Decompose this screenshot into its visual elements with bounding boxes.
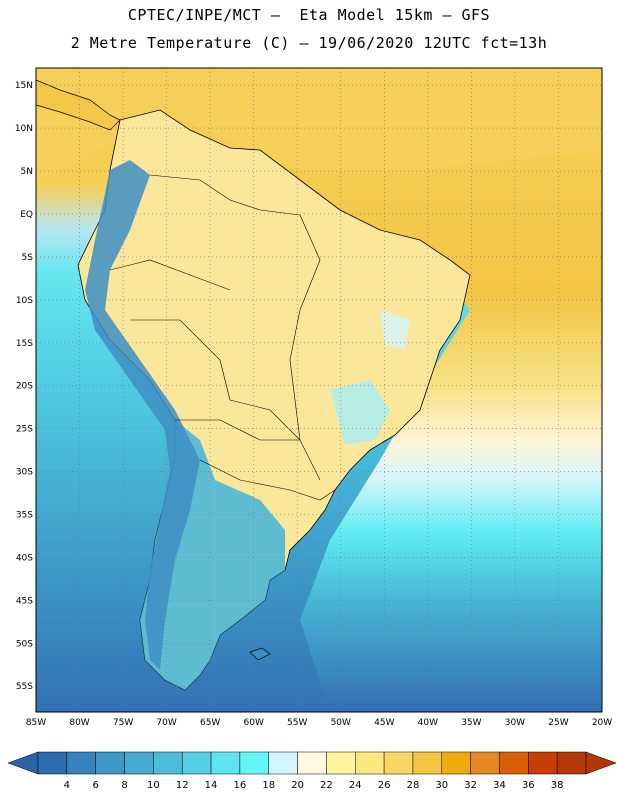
colorbar-swatch — [297, 751, 327, 775]
lon-label: 50W — [331, 718, 351, 728]
lat-label: 15N — [15, 81, 33, 91]
lat-label: 55S — [16, 682, 33, 692]
latitude-labels: 15N 10N 5N EQ 5S 10S 15S 20S 25S 30S 35S 40S 45S 50S 5… — [15, 81, 33, 692]
map-title: CPTEC/INPE/MCT – Eta Model 15km – GFS — [127, 6, 491, 24]
lon-label: 80W — [69, 718, 89, 728]
colorbar-label: 30 — [435, 780, 448, 791]
lat-label: 10N — [15, 124, 33, 134]
colorbar-swatch — [355, 751, 385, 775]
map-panel: 15N 10N 5N EQ 5S 10S 15S 20S 25S 30S 35S 40S 45S 50S 5… — [0, 60, 618, 800]
colorbar-label: 18 — [262, 780, 275, 791]
colorbar-swatch — [383, 751, 414, 775]
lat-label: 35S — [16, 511, 33, 521]
colorbar-label: 32 — [464, 780, 477, 791]
lat-label: 50S — [16, 639, 33, 649]
lon-label: 25W — [548, 718, 568, 728]
colorbar-label: 4 — [64, 780, 70, 791]
colorbar-under-arrow — [7, 751, 39, 775]
colorbar-label: 12 — [176, 780, 189, 791]
temperature-map: 15N 10N 5N EQ 5S 10S 15S 20S 25S 30S 35S 40S 45S 50S 5… — [7, 67, 617, 791]
lon-label: 75W — [113, 718, 133, 728]
colorbar-label: 28 — [407, 780, 420, 791]
lon-label: 30W — [505, 718, 525, 728]
northeast-highland — [380, 310, 410, 350]
lon-label: 65W — [200, 718, 220, 728]
colorbar-label: 14 — [205, 780, 218, 791]
colorbar-label: 10 — [147, 780, 160, 791]
lon-label: 35W — [461, 718, 481, 728]
lon-label: 70W — [156, 718, 176, 728]
colorbar-label: 38 — [551, 780, 564, 791]
plot-frame — [35, 67, 603, 713]
colorbar-swatch — [470, 751, 500, 775]
lat-label: EQ — [20, 210, 33, 220]
lat-label: 25S — [16, 425, 33, 435]
colorbar-swatch — [66, 751, 96, 775]
lon-label: 20W — [592, 718, 612, 728]
colorbar-swatch — [153, 751, 183, 775]
lat-label: 40S — [16, 553, 33, 563]
colorbar-swatch — [499, 751, 529, 775]
caribbean-field — [36, 68, 602, 180]
lon-label: 85W — [26, 718, 46, 728]
lat-label: 45S — [16, 596, 33, 606]
colorbar-label: 36 — [522, 780, 535, 791]
colorbar-swatch — [37, 751, 68, 775]
lat-label: 15S — [16, 339, 33, 349]
lat-label: 5N — [21, 167, 33, 177]
country-borders — [109, 174, 336, 501]
lon-label: 40W — [418, 718, 438, 728]
colorbar-swatch — [412, 751, 443, 775]
colorbar-swatch — [556, 751, 587, 775]
colorbar-label: 34 — [493, 780, 506, 791]
colorbar-swatch — [95, 751, 125, 775]
colorbar-swatch — [528, 751, 558, 775]
colorbar-swatch — [124, 751, 154, 775]
colorbar-label: 8 — [121, 780, 127, 791]
central-america — [36, 79, 121, 131]
lat-label: 20S — [16, 382, 33, 392]
lat-label: 5S — [22, 253, 34, 263]
colorbar-swatch — [441, 751, 471, 775]
colorbar: 4 6 8 10 12 14 16 18 20 22 24 26 28 30 32 34 36 38 — [7, 751, 617, 791]
colorbar-label: 20 — [291, 780, 304, 791]
colorbar-swatch — [268, 751, 298, 775]
andes-cold-strip — [85, 160, 200, 670]
colorbar-swatch — [326, 751, 356, 775]
colorbar-swatch — [181, 751, 212, 775]
map-subtitle: 2 Metre Temperature (C) – 19/06/2020 12U… — [70, 34, 548, 52]
lat-lon-grid — [36, 68, 602, 712]
longitude-labels: 85W 80W 75W 70W 65W 60W 55W 50W 45W 40W 35W 30W 25W 2… — [26, 718, 612, 728]
colorbar-label: 26 — [378, 780, 391, 791]
colorbar-swatch — [210, 751, 241, 775]
colorbar-label: 24 — [349, 780, 362, 791]
colorbar-label: 22 — [320, 780, 333, 791]
falkland-islands — [249, 647, 271, 661]
lon-label: 55W — [287, 718, 307, 728]
lat-label: 10S — [16, 296, 33, 306]
colorbar-label: 16 — [234, 780, 247, 791]
colorbar-swatch — [239, 751, 269, 775]
colorbar-label: 6 — [92, 780, 98, 791]
lon-label: 45W — [374, 718, 394, 728]
lat-label: 30S — [16, 468, 33, 478]
lon-label: 60W — [244, 718, 264, 728]
colorbar-over-arrow — [585, 751, 617, 775]
